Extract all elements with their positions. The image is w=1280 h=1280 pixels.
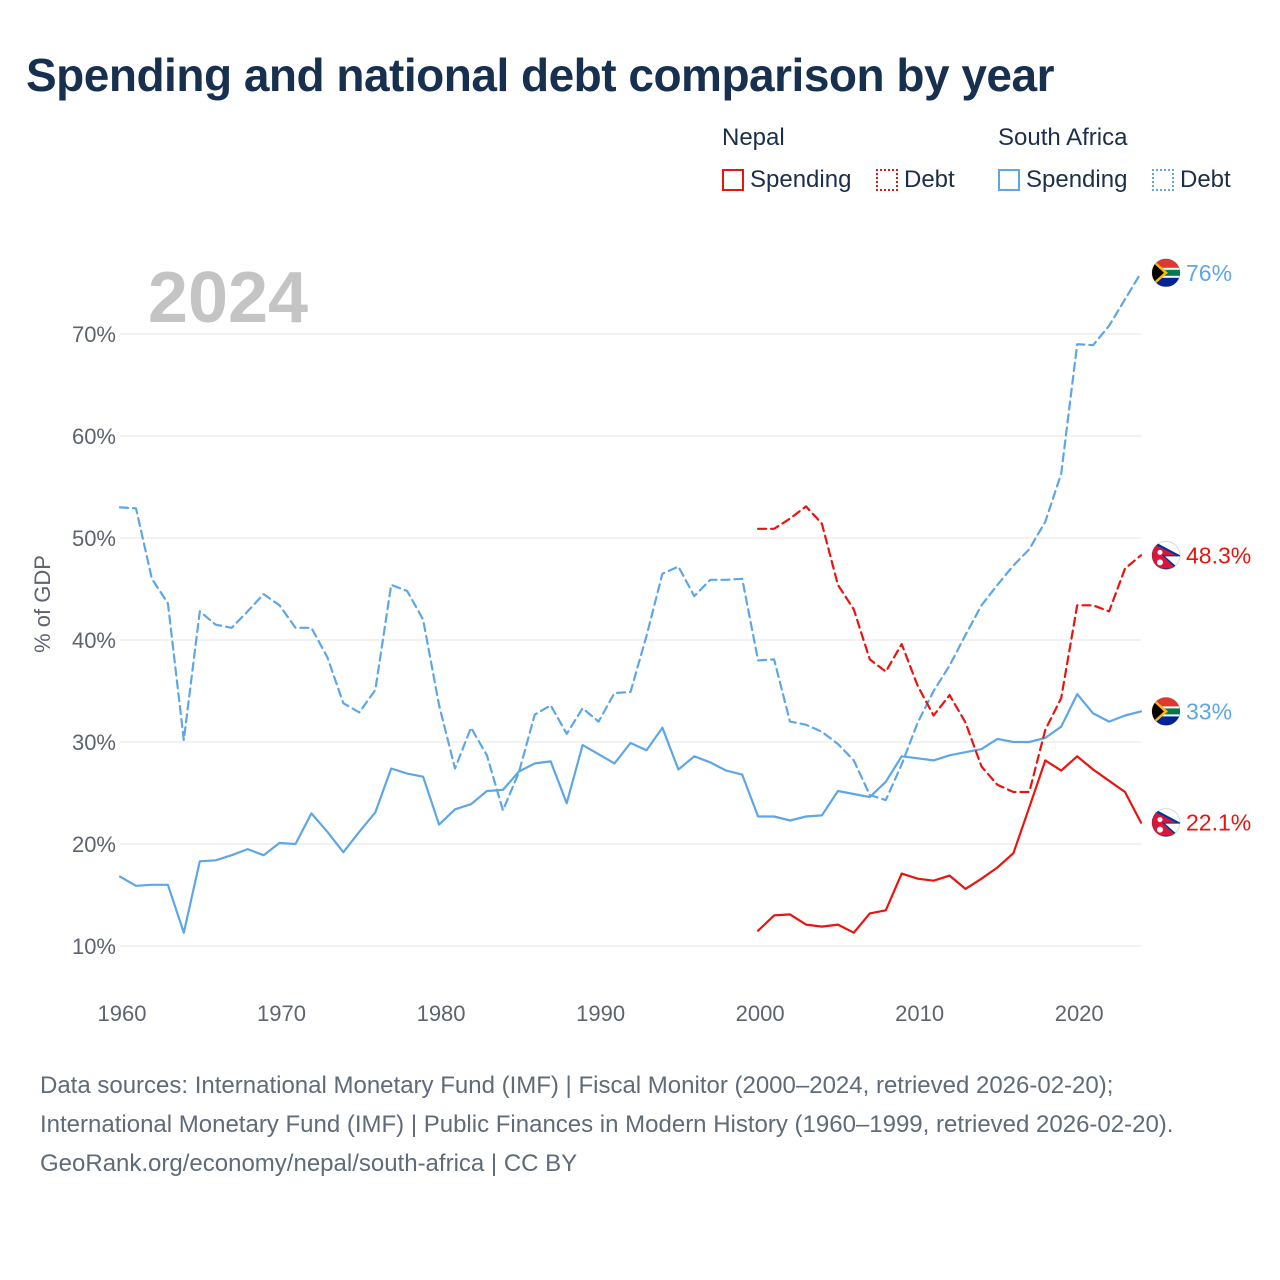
attribution-text: GeoRank.org/economy/nepal/south-africa |… bbox=[40, 1150, 578, 1177]
nepal-flag-icon bbox=[1151, 540, 1181, 570]
flag-body bbox=[1152, 258, 1180, 287]
flag-moon bbox=[1157, 549, 1163, 555]
y-tick-label: 40% bbox=[72, 628, 116, 653]
legend-label: Debt bbox=[1180, 166, 1231, 193]
legend-swatch-solid bbox=[998, 169, 1020, 191]
series-line-nepal-debt bbox=[757, 505, 1143, 794]
legend-item-south-africa-spending[interactable]: Spending bbox=[998, 166, 1127, 194]
flag-black-triangle bbox=[1152, 261, 1164, 284]
legend-label: Debt bbox=[904, 166, 955, 193]
flag-sun bbox=[1157, 559, 1163, 566]
legend-item-nepal-spending[interactable]: Spending bbox=[722, 166, 851, 194]
legend-swatch-dotted bbox=[876, 169, 898, 191]
watermark-year: 2024 bbox=[148, 258, 308, 338]
flag-sun bbox=[1157, 826, 1163, 833]
legend-label: Spending bbox=[1026, 166, 1128, 193]
legend-country-nepal: Nepal bbox=[722, 124, 785, 151]
flag-outline bbox=[1151, 540, 1181, 570]
legend-swatch-dotted bbox=[1152, 169, 1174, 191]
legend-item-nepal-debt[interactable]: Debt bbox=[876, 166, 955, 194]
end-value-label: 33% bbox=[1186, 698, 1232, 724]
flag-outline bbox=[1151, 258, 1181, 288]
end-value-label: 76% bbox=[1186, 260, 1232, 286]
x-tick-label: 2000 bbox=[736, 1001, 785, 1026]
x-tick-label: 1960 bbox=[98, 1001, 147, 1026]
series-line-south-africa-spending bbox=[118, 693, 1143, 934]
x-tick-label: 1980 bbox=[417, 1001, 466, 1026]
y-tick-label: 30% bbox=[72, 730, 116, 755]
series-line-south-africa-debt bbox=[118, 271, 1143, 812]
x-tick-label: 2010 bbox=[895, 1001, 944, 1026]
chart-title: Spending and national debt comparison by… bbox=[26, 49, 1055, 101]
legend: Nepal Spending Debt South Africa Spendin… bbox=[722, 124, 1262, 204]
sources-footer: Data sources: International Monetary Fun… bbox=[40, 1066, 1240, 1183]
y-axis-label: % of GDP bbox=[30, 555, 55, 653]
flag-body bbox=[1152, 697, 1180, 726]
x-tick-label: 1970 bbox=[257, 1001, 306, 1026]
legend-label: Spending bbox=[750, 166, 852, 193]
data-sources-text: Data sources: International Monetary Fun… bbox=[40, 1072, 1174, 1138]
x-tick-label: 1990 bbox=[576, 1001, 625, 1026]
y-tick-label: 70% bbox=[72, 322, 116, 347]
flag-body bbox=[1152, 541, 1180, 570]
series-line-nepal-spending bbox=[757, 755, 1143, 934]
legend-country-south-africa: South Africa bbox=[998, 124, 1128, 151]
flag-black-triangle bbox=[1152, 700, 1164, 723]
line-chart: 2024 10% 20% 30% 40% 50% 60% 70% 1960 1970 1980 199… bbox=[30, 258, 1251, 1026]
end-value-label: 22.1% bbox=[1186, 810, 1251, 836]
x-tick-label: 2020 bbox=[1055, 1001, 1104, 1026]
end-value-label: 48.3% bbox=[1186, 542, 1251, 568]
y-tick-label: 60% bbox=[72, 424, 116, 449]
flag-outline bbox=[1151, 808, 1181, 838]
south-africa-flag-icon bbox=[1151, 696, 1181, 726]
south-africa-flag-icon bbox=[1151, 258, 1181, 288]
y-tick-label: 20% bbox=[72, 832, 116, 857]
flag-outline bbox=[1151, 696, 1181, 726]
y-tick-label: 10% bbox=[72, 934, 116, 959]
flag-moon bbox=[1157, 817, 1163, 823]
flag-body bbox=[1152, 808, 1180, 837]
y-tick-label: 50% bbox=[72, 526, 116, 551]
nepal-flag-icon bbox=[1151, 808, 1181, 838]
legend-item-south-africa-debt[interactable]: Debt bbox=[1152, 166, 1231, 194]
legend-swatch-solid bbox=[722, 169, 744, 191]
